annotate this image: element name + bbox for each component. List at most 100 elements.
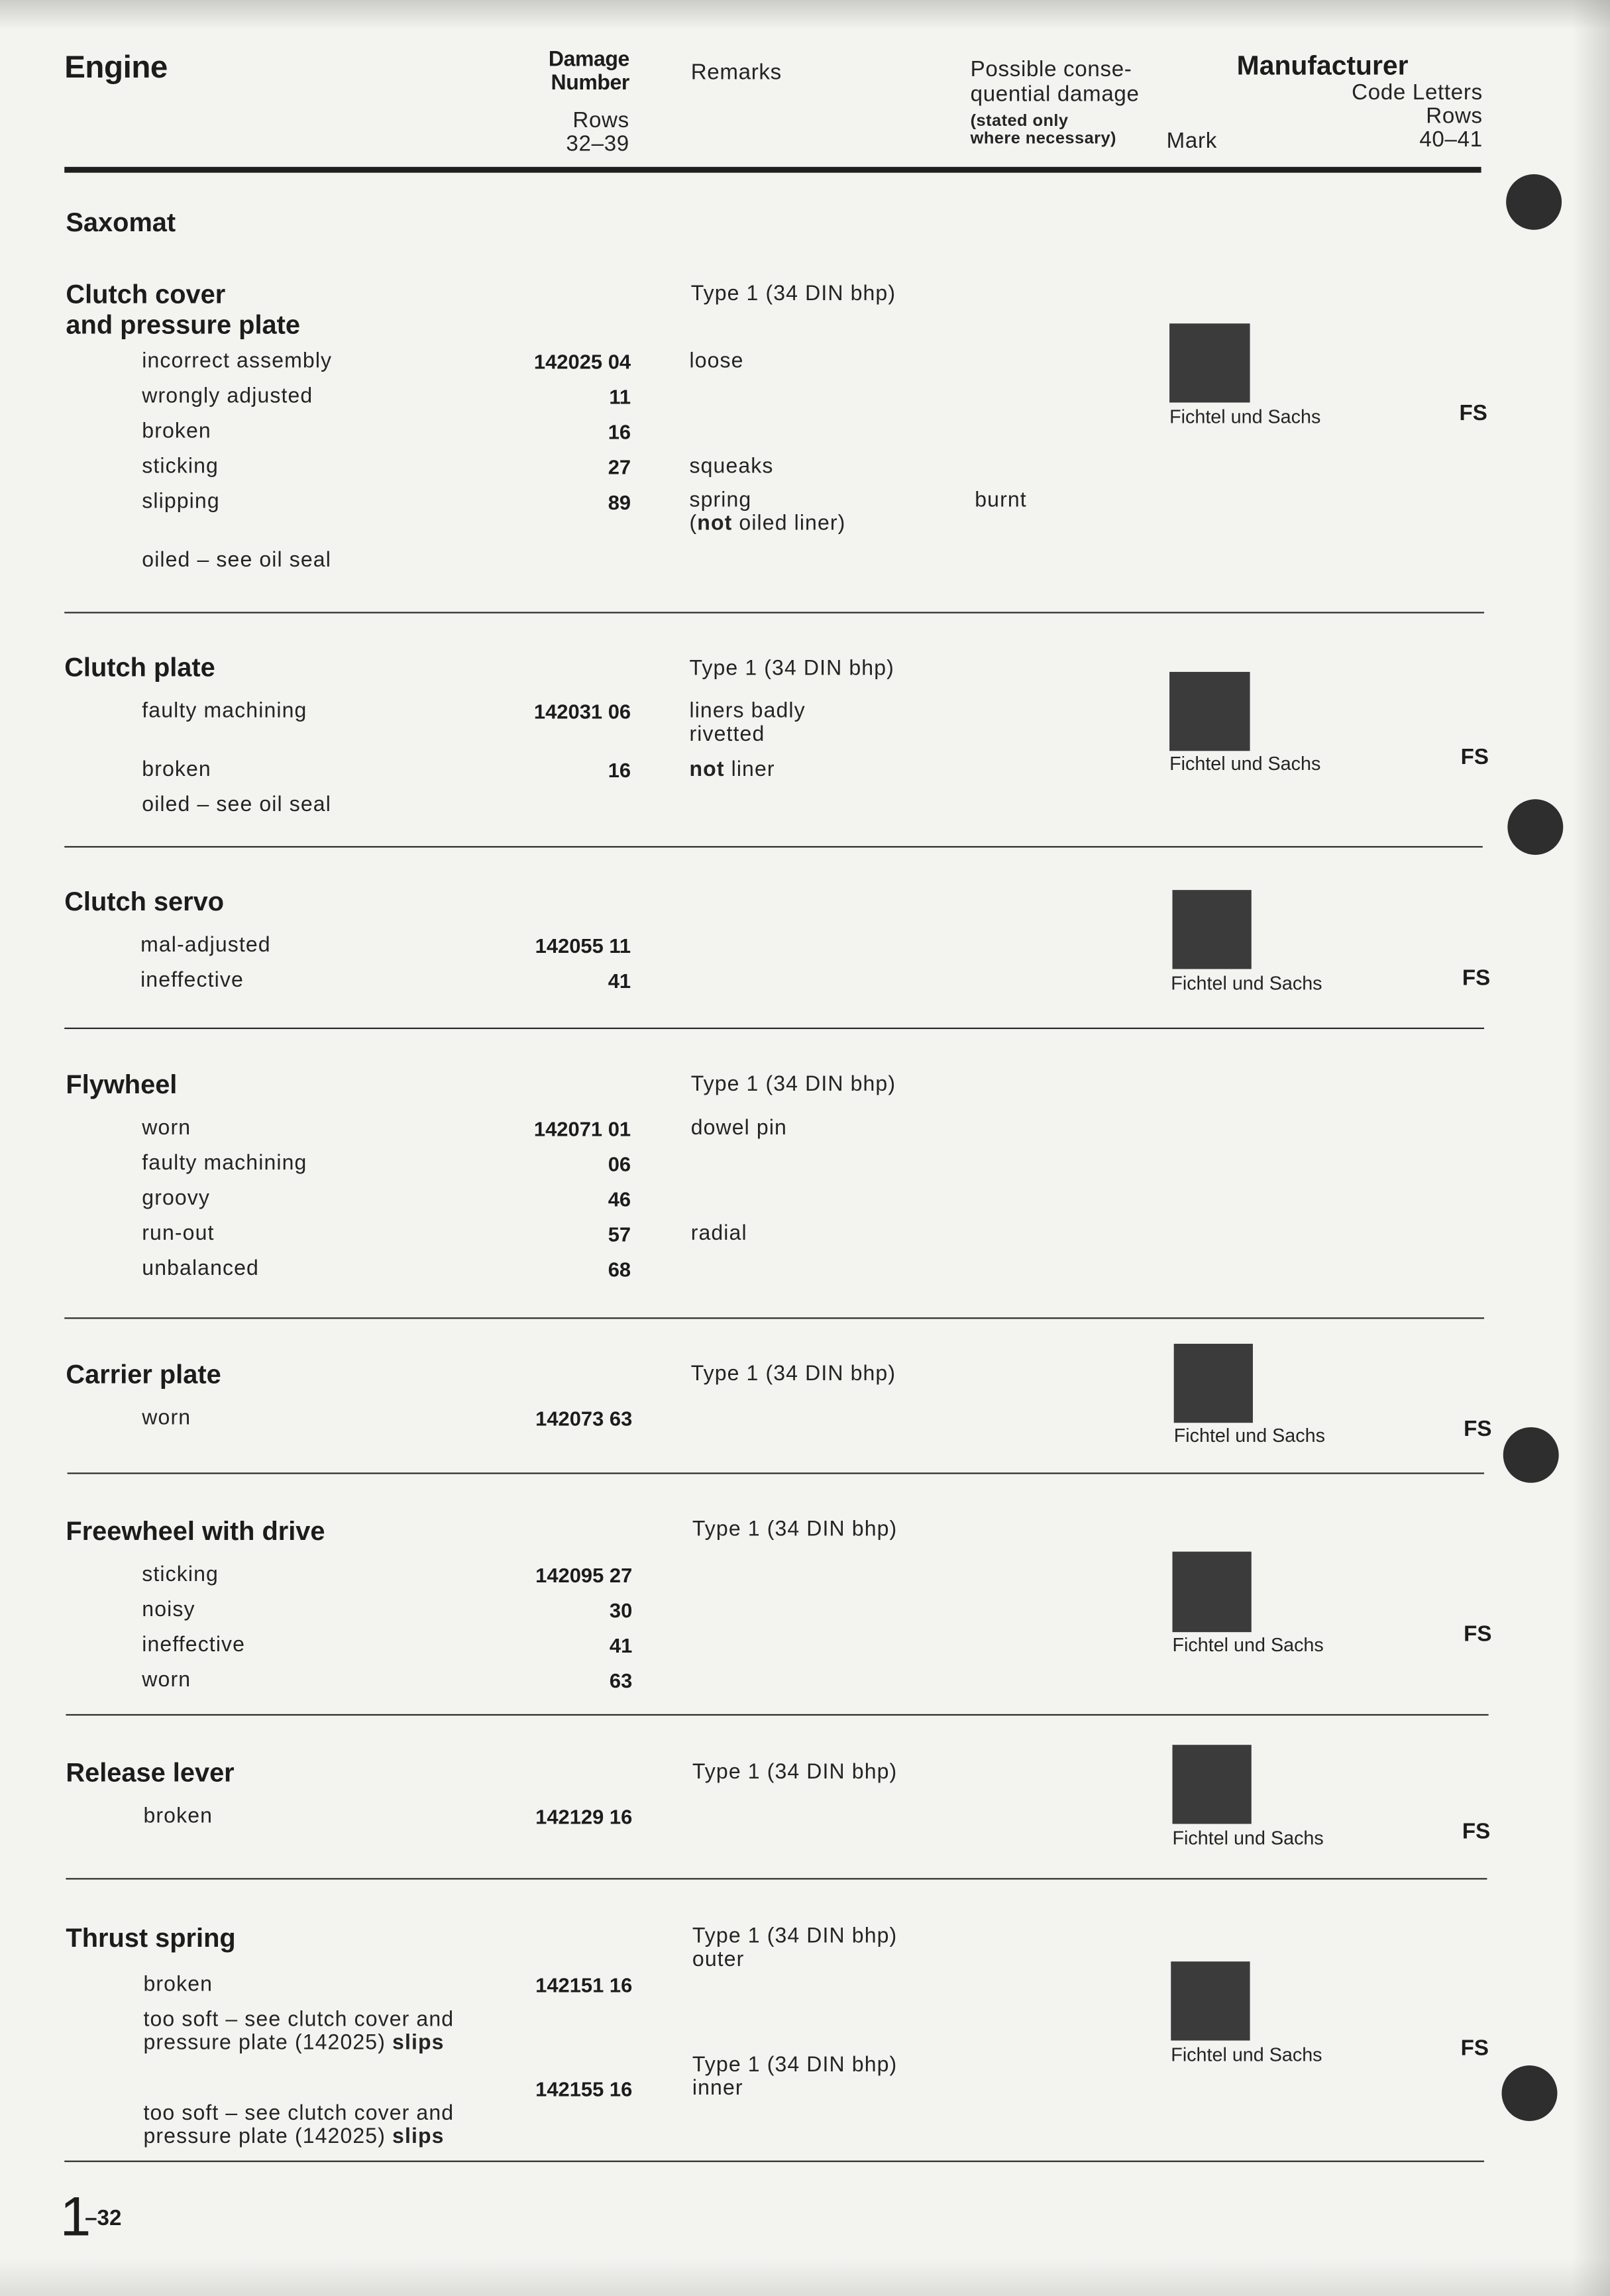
remarks-header: Remarks: [690, 60, 782, 85]
fault-description: oiled – see oil seal: [142, 549, 331, 573]
section-divider: [64, 2160, 1485, 2163]
fault-description: broken: [143, 1973, 213, 1997]
manufacturer-name: Fichtel und Sachs: [1169, 405, 1321, 428]
damage-number: 46: [608, 1187, 631, 1211]
consequential-note-line2: where necessary): [970, 130, 1116, 148]
rows-label-manufacturer: Rows: [1426, 103, 1483, 129]
damage-number: 16: [608, 420, 631, 444]
remark: radial: [690, 1222, 747, 1246]
fault-description: broken: [142, 758, 211, 782]
damage-number: 30: [609, 1598, 633, 1622]
punch-hole: [1507, 799, 1564, 855]
fault-description-line2: pressure plate (142025) slips: [143, 2033, 444, 2054]
damage-number: 06: [608, 1152, 631, 1175]
fault-description: wrongly adjusted: [142, 384, 313, 409]
type-note: Type 1 (34 DIN bhp): [692, 1761, 898, 1784]
remark-line2: rivetted: [689, 723, 765, 747]
damage-number-header: Damage: [548, 48, 629, 72]
remark: dowel pin: [690, 1117, 787, 1140]
fault-description: slipping: [142, 490, 220, 514]
manufacturer-code: FS: [1462, 966, 1491, 991]
section-title: Flywheel: [66, 1069, 178, 1100]
remark-text: liner: [724, 758, 775, 782]
damage-number: 142129 16: [535, 1804, 633, 1829]
section-divider: [64, 612, 1485, 614]
remark-emphasis: not: [697, 512, 733, 536]
remark-text: oiled liner): [732, 512, 846, 536]
fault-emphasis: slips: [392, 2125, 445, 2149]
damage-number: 142151 16: [535, 1973, 633, 1997]
manufacturer-code: FS: [1459, 401, 1487, 426]
section-title: Freewheel with drive: [66, 1516, 325, 1546]
type-note: Type 1 (34 DIN bhp): [690, 1073, 896, 1097]
fault-text: pressure plate (142025): [143, 2032, 393, 2055]
fault-description: oiled – see oil seal: [142, 793, 331, 817]
type-note: Type 1 (34 DIN bhp): [692, 1924, 898, 1949]
fault-description: incorrect assembly: [142, 349, 333, 374]
section-divider: [64, 846, 1483, 848]
page-number: –32: [85, 2206, 122, 2231]
fault-emphasis: slips: [392, 2032, 445, 2055]
manufacturer-mark-logo: [1169, 323, 1250, 403]
fault-description: run-out: [142, 1222, 215, 1246]
fault-description-line2: pressure plate (142025) slips: [143, 2125, 445, 2149]
punch-hole: [1501, 2065, 1558, 2121]
rows-range-damage: 32–39: [566, 131, 629, 157]
damage-number: 89: [608, 490, 631, 514]
fault-description: faulty machining: [142, 699, 307, 724]
damage-number: 68: [608, 1257, 631, 1281]
page-number-section: 1: [60, 2187, 91, 2249]
damage-number: 142071 01: [533, 1117, 631, 1140]
damage-number: 142073 63: [535, 1406, 633, 1431]
punch-hole: [1503, 1427, 1559, 1483]
fault-description: ineffective: [140, 969, 244, 993]
manufacturer-code: FS: [1460, 745, 1489, 770]
fault-description: sticking: [142, 1563, 219, 1587]
remark: loose: [689, 349, 744, 374]
damage-number-header-line2: Number: [551, 72, 630, 95]
fault-description: unbalanced: [142, 1257, 260, 1281]
punch-hole: [1506, 174, 1562, 230]
manufacturer-header: Manufacturer: [1236, 50, 1409, 81]
manufacturer-name: Fichtel und Sachs: [1171, 2043, 1322, 2066]
section-divider: [64, 1027, 1485, 1030]
section-title: Carrier plate: [66, 1360, 221, 1390]
fault-description: noisy: [142, 1598, 195, 1622]
fault-description: too soft – see clutch cover and: [143, 2102, 455, 2126]
consequential-note: (stated only: [970, 113, 1069, 131]
header-rule: [64, 166, 1481, 173]
manufacturer-code: FS: [1464, 1621, 1492, 1647]
remark-emphasis: not: [689, 758, 725, 782]
fault-text: pressure plate (142025): [143, 2125, 393, 2149]
section-title: Clutch cover: [66, 279, 226, 309]
group-title: Saxomat: [66, 207, 176, 237]
damage-number: 142095 27: [535, 1563, 633, 1587]
manufacturer-code: FS: [1462, 1819, 1491, 1845]
type-note: Type 1 (34 DIN bhp): [689, 657, 894, 681]
remark-text: (: [689, 512, 698, 536]
manufacturer-name: Fichtel und Sachs: [1172, 1633, 1324, 1656]
section-title: Thrust spring: [66, 1923, 236, 1953]
damage-number: 142155 16: [535, 2077, 633, 2101]
fault-description: worn: [142, 1406, 191, 1431]
fault-description: ineffective: [142, 1633, 246, 1657]
section-title-line2: and pressure plate: [66, 310, 301, 340]
manufacturer-name: Fichtel und Sachs: [1172, 1826, 1324, 1849]
manufacturer-mark-logo: [1172, 1551, 1252, 1633]
manufacturer-mark-logo: [1172, 890, 1252, 969]
damage-number: 16: [608, 758, 631, 782]
remark: spring: [689, 488, 752, 513]
section-title: Clutch servo: [64, 887, 225, 916]
fault-description: worn: [142, 1668, 191, 1692]
section-divider: [64, 1317, 1485, 1320]
type-note: Type 1 (34 DIN bhp): [690, 1362, 896, 1387]
manufacturer-mark-logo: [1172, 1745, 1252, 1824]
damage-number: 142025 04: [533, 349, 631, 374]
section-divider: [67, 1472, 1485, 1475]
remark: squeaks: [689, 455, 774, 479]
manufacturer-mark-logo: [1173, 1343, 1253, 1423]
fault-description: broken: [142, 420, 211, 444]
section-title: Clutch plate: [64, 653, 215, 683]
manufacturer-mark-logo: [1171, 1961, 1250, 2041]
